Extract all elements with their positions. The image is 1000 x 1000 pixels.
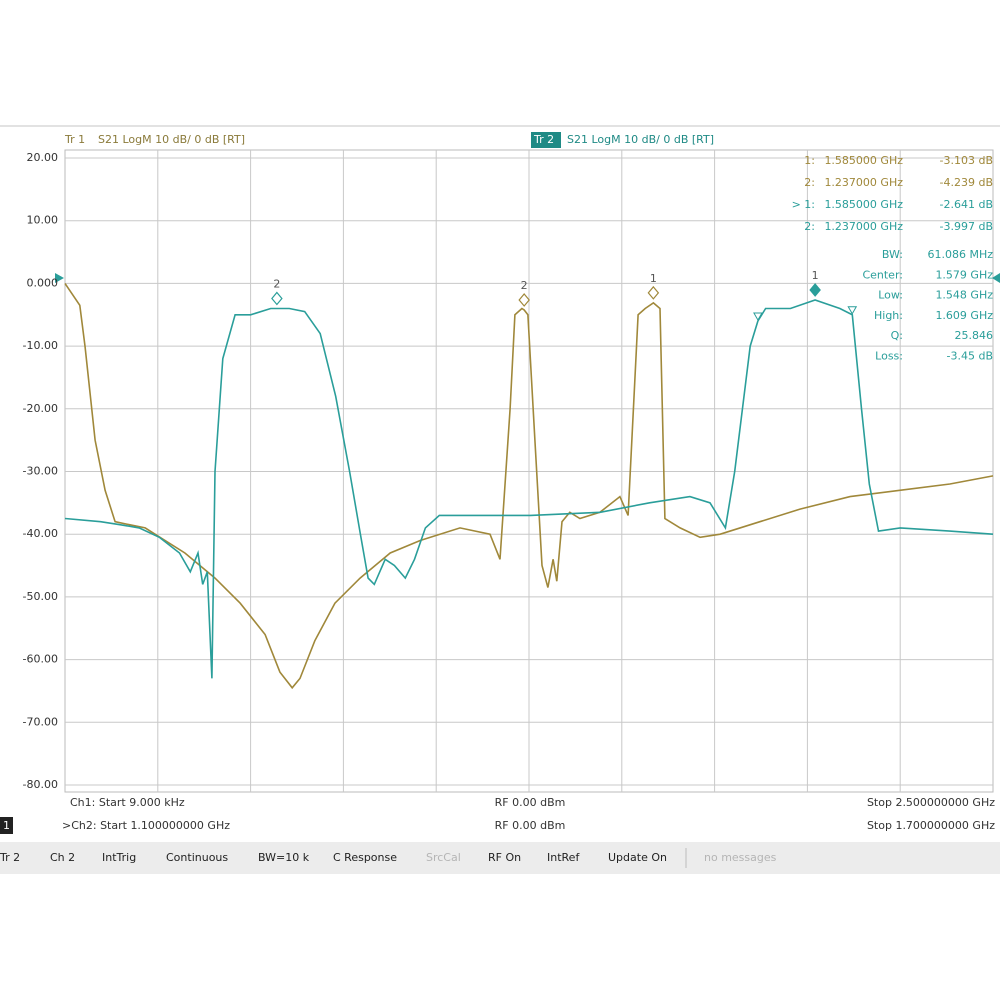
status-item[interactable]: Tr 2 xyxy=(0,851,20,864)
y-tick-label: -80.00 xyxy=(23,778,58,791)
bandwidth-value: 61.086 MHz xyxy=(927,248,993,261)
ch1-stop: Stop 2.500000000 GHz xyxy=(867,796,995,809)
readout-value: -4.239 dB xyxy=(940,176,994,189)
y-tick-label: -10.00 xyxy=(23,339,58,352)
trace xyxy=(64,282,994,690)
readout-freq: 1.585000 GHz xyxy=(824,154,903,167)
status-item[interactable]: Continuous xyxy=(166,851,228,864)
readout-label: 2: xyxy=(804,220,815,233)
marker-label: 2 xyxy=(521,279,528,292)
bandwidth-label: Low: xyxy=(878,289,903,302)
y-tick-label: -60.00 xyxy=(23,653,58,666)
window-number[interactable]: 1 xyxy=(3,819,10,832)
readout-freq: 1.237000 GHz xyxy=(824,176,903,189)
bandwidth-value: 1.609 GHz xyxy=(935,309,993,322)
y-tick-label: -20.00 xyxy=(23,402,58,415)
readout-value: -2.641 dB xyxy=(940,198,994,211)
marker-label: 1 xyxy=(812,269,819,282)
top-border xyxy=(0,125,1000,127)
ref-arrow-right xyxy=(992,273,1000,283)
bandwidth-value: 1.579 GHz xyxy=(935,268,993,281)
y-tick-label: -30.00 xyxy=(23,465,58,478)
y-tick-label: -50.00 xyxy=(23,590,58,603)
ch1-start: Ch1: Start 9.000 kHz xyxy=(70,796,185,809)
tr2-active-box[interactable] xyxy=(531,132,561,148)
bandwidth-marker xyxy=(847,306,858,315)
bandwidth-label: Q: xyxy=(891,329,903,342)
tr2-format: S21 LogM 10 dB/ 0 dB [RT] xyxy=(567,133,714,146)
bandwidth-value: 1.548 GHz xyxy=(935,289,993,302)
tr2-name[interactable]: Tr 2 xyxy=(533,133,554,146)
marker-diamond[interactable] xyxy=(271,291,283,306)
status-item[interactable]: BW=10 k xyxy=(258,851,310,864)
ch2-start: >Ch2: Start 1.100000000 GHz xyxy=(62,819,230,832)
marker-diamond[interactable] xyxy=(809,283,821,297)
tr1-format: S21 LogM 10 dB/ 0 dB [RT] xyxy=(98,133,245,146)
bandwidth-label: Center: xyxy=(862,268,903,281)
status-item: SrcCal xyxy=(426,851,461,864)
ch2-rf: RF 0.00 dBm xyxy=(495,819,566,832)
bandwidth-label: High: xyxy=(874,309,903,322)
status-bar xyxy=(0,842,1000,874)
bandwidth-label: Loss: xyxy=(875,350,903,363)
bandwidth-value: 25.846 xyxy=(955,329,994,342)
status-item[interactable]: C Response xyxy=(333,851,397,864)
window-badge[interactable] xyxy=(0,817,13,834)
readout-label: > 1: xyxy=(792,198,815,211)
ch1-rf: RF 0.00 dBm xyxy=(495,796,566,809)
readout-freq: 1.585000 GHz xyxy=(824,198,903,211)
marker-label: 2 xyxy=(273,277,280,290)
status-item[interactable]: RF On xyxy=(488,851,521,864)
y-tick-label: 0.000 xyxy=(27,276,59,289)
y-tick-label: 10.00 xyxy=(27,214,59,227)
status-item[interactable]: Ch 2 xyxy=(50,851,75,864)
y-tick-label: -40.00 xyxy=(23,527,58,540)
readout-label: 1: xyxy=(804,154,815,167)
trace xyxy=(64,299,994,679)
readout-value: -3.997 dB xyxy=(940,220,994,233)
status-item[interactable]: IntTrig xyxy=(102,851,136,864)
readout-freq: 1.237000 GHz xyxy=(824,220,903,233)
readout-label: 2: xyxy=(804,176,815,189)
marker-diamond[interactable] xyxy=(647,285,660,300)
y-tick-label: -70.00 xyxy=(23,715,58,728)
bandwidth-marker xyxy=(753,312,763,322)
status-item: no messages xyxy=(704,851,777,864)
tr1-name: Tr 1 xyxy=(64,133,85,146)
marker-diamond[interactable] xyxy=(518,293,530,307)
bandwidth-value: -3.45 dB xyxy=(947,350,994,363)
readout-value: -3.103 dB xyxy=(940,154,994,167)
bandwidth-label: BW: xyxy=(882,248,903,261)
ref-arrow-left xyxy=(55,273,64,283)
ch2-stop: Stop 1.700000000 GHz xyxy=(867,819,995,832)
status-item[interactable]: IntRef xyxy=(547,851,580,864)
marker-label: 1 xyxy=(650,272,657,285)
status-item[interactable]: Update On xyxy=(608,851,667,864)
y-tick-label: 20.00 xyxy=(27,151,59,164)
